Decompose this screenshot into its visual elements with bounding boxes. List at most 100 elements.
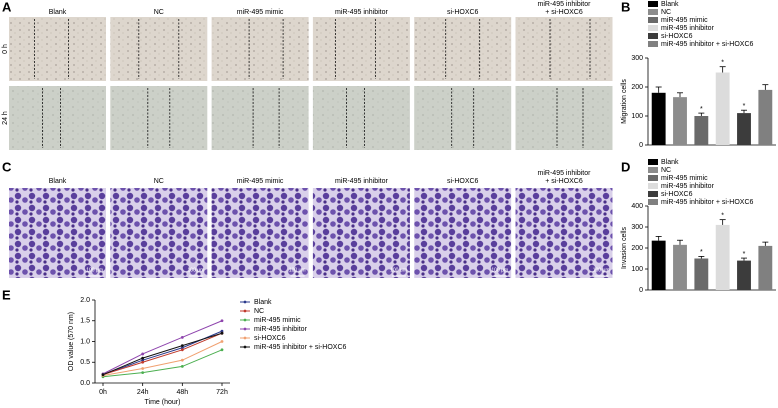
wound-image (110, 86, 208, 150)
invasion-image (9, 188, 106, 278)
significance: * (700, 106, 703, 113)
legend-marker (243, 309, 247, 313)
x-axis-title: Time (hour) (145, 399, 181, 406)
y-tick-label: 100 (631, 266, 643, 273)
data-point (141, 358, 145, 362)
column-label: Blank (49, 178, 67, 185)
panel-label: E (2, 287, 11, 302)
scale-bar-label: 100 μm (390, 267, 407, 273)
x-tick-label: 48h (176, 389, 188, 396)
legend-label: miR-495 mimic (661, 17, 708, 24)
legend-swatch (648, 41, 658, 47)
data-point (180, 335, 184, 339)
significance: * (743, 251, 746, 258)
legend-marker (243, 300, 247, 304)
column-label: + si-HOXC6 (545, 9, 583, 16)
legend-swatch (648, 33, 658, 39)
scale-bar-label: 100 μm (86, 267, 103, 273)
legend-swatch (648, 167, 658, 173)
legend-label: miR-495 inhibitor + si-HOXC6 (661, 199, 753, 206)
column-label: miR-495 inhibitor (335, 178, 389, 185)
legend-label: NC (661, 167, 671, 174)
legend-swatch (648, 199, 658, 205)
bar (715, 72, 730, 145)
legend-label: Blank (254, 299, 272, 306)
wound-image (515, 17, 613, 81)
legend-swatch (648, 175, 658, 181)
legend-swatch (648, 191, 658, 197)
column-label: NC (154, 178, 164, 185)
scale-bar-label: 100 μm (593, 267, 610, 273)
column-label: miR-495 inhibitor (538, 170, 592, 177)
y-tick-label: 200 (631, 245, 643, 252)
y-axis-title: OD value (570 nm) (68, 312, 75, 371)
bar (758, 89, 773, 145)
column-label: + si-HOXC6 (545, 178, 583, 185)
data-point (180, 358, 184, 362)
wound-image (414, 17, 512, 81)
significance: * (743, 103, 746, 110)
wound-image (515, 86, 613, 150)
y-axis-title: Migration cells (621, 79, 628, 124)
legend-label: NC (661, 9, 671, 16)
legend-label: miR-495 inhibitor (254, 326, 308, 333)
y-tick-label: 1.5 (80, 318, 90, 325)
column-label: Blank (49, 9, 67, 16)
y-tick-label: 0.0 (80, 380, 90, 387)
column-label: miR-495 inhibitor (335, 9, 389, 16)
panel-label: D (621, 159, 630, 174)
x-tick-label: 72h (216, 389, 228, 396)
bar (694, 258, 709, 290)
row-label: 24 h (2, 111, 9, 125)
data-point (220, 329, 224, 333)
column-label: NC (154, 9, 164, 16)
data-point (220, 340, 224, 343)
panel-label: B (621, 0, 630, 14)
wound-image (9, 17, 106, 81)
y-tick-label: 400 (631, 203, 643, 210)
column-label: miR-495 inhibitor (538, 1, 592, 8)
legend-label: si-HOXC6 (661, 33, 693, 40)
legend-label: miR-495 inhibitor + si-HOXC6 (661, 41, 753, 48)
legend-swatch (648, 159, 658, 165)
legend-label: si-HOXC6 (661, 191, 693, 198)
wound-image (211, 17, 309, 81)
significance: * (721, 212, 724, 219)
panel-label: A (2, 0, 12, 14)
legend-label: miR-495 inhibitor (661, 25, 715, 32)
bar (737, 260, 751, 290)
y-tick-label: 300 (631, 224, 643, 231)
data-point (101, 373, 105, 377)
bar (651, 240, 666, 290)
data-point (141, 371, 145, 375)
column-label: si-HOXC6 (447, 9, 479, 16)
bar (673, 244, 687, 290)
panel-label: C (2, 159, 12, 174)
legend-label: miR-495 mimic (661, 175, 708, 182)
bar (758, 245, 773, 290)
legend-marker (243, 345, 247, 349)
scale-bar-label: 100 μm (491, 267, 508, 273)
data-point (220, 319, 224, 323)
data-point (180, 365, 184, 368)
row-label: 0 h (2, 44, 9, 54)
invasion-image (515, 188, 613, 278)
bar (694, 116, 709, 145)
column-label: miR-495 mimic (237, 9, 284, 16)
data-point (220, 331, 224, 335)
legend-swatch (648, 9, 658, 15)
legend-marker (243, 318, 247, 322)
wound-image (414, 86, 512, 150)
bar (651, 92, 666, 145)
wound-image (312, 86, 410, 150)
data-point (180, 344, 184, 348)
legend-swatch (648, 17, 658, 23)
wound-image (211, 86, 309, 150)
legend-label: Blank (661, 1, 679, 8)
data-point (220, 348, 224, 352)
column-label: si-HOXC6 (447, 178, 479, 185)
legend-label: Blank (661, 159, 679, 166)
data-point (180, 346, 184, 350)
y-tick-label: 300 (631, 55, 643, 62)
